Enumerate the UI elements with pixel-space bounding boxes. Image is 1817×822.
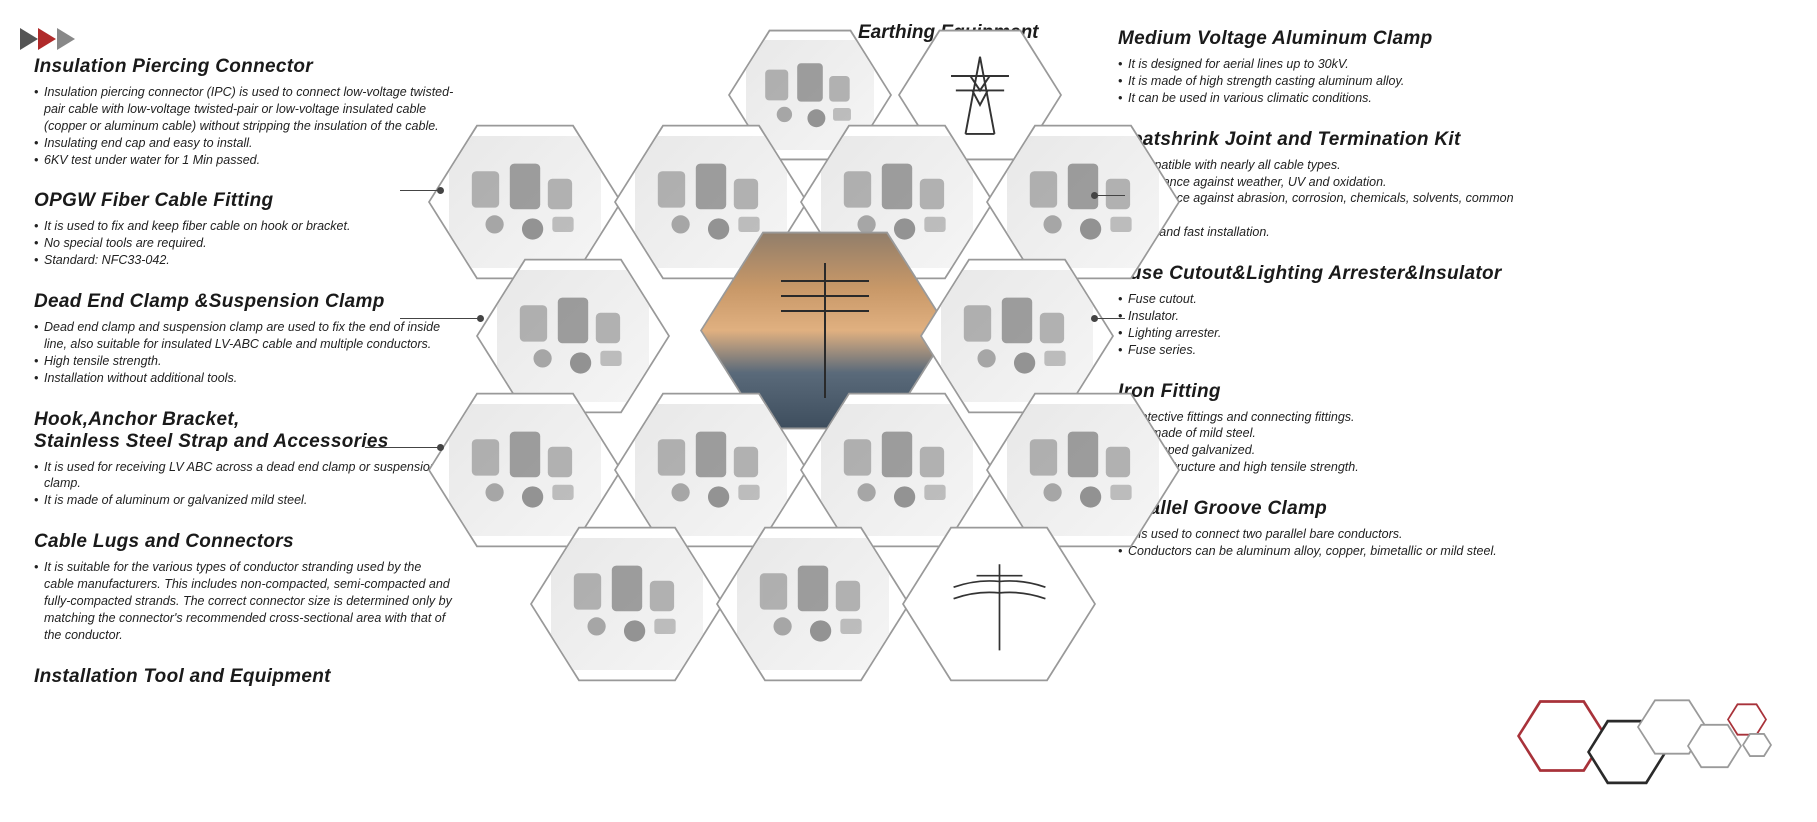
section-title: Installation Tool and Equipment [34,666,454,688]
section-title: Dead End Clamp &Suspension Clamp [34,291,454,313]
bullet: Installation without additional tools. [34,370,454,387]
product-image [821,404,973,535]
bullet: Standard: NFC33-042. [34,252,454,269]
bullet-list: It is used for receiving LV ABC across a… [34,459,454,510]
section-left-2: Dead End Clamp &Suspension Clamp Dead end… [34,291,454,387]
bullet: It is used to connect two parallel bare … [1118,526,1528,543]
bullet-list: It is suitable for the various types of … [34,559,454,643]
bullet: Fuse cutout. [1118,291,1528,308]
lead-line [400,190,440,191]
bullet: Resistance against weather, UV and oxida… [1118,174,1528,191]
bullet: It is used to fix and keep fiber cable o… [34,218,454,235]
section-title: Medium Voltage Aluminum Clamp [1118,28,1528,50]
product-image [497,270,649,401]
bullet: Compatible with nearly all cable types. [1118,157,1528,174]
bullet: It is made of mild steel. [1118,425,1528,442]
section-right-0: Medium Voltage Aluminum Clamp It is desig… [1118,28,1528,107]
bullet: Insulator. [1118,308,1528,325]
bullet: It is made of high strength casting alum… [1118,73,1528,90]
section-left-1: OPGW Fiber Cable Fitting It is used to fi… [34,190,454,269]
bullet: Insulating end cap and easy to install. [34,135,454,152]
section-right-2: Fuse Cutout&Lighting Arrester&Insulator F… [1118,263,1528,359]
left-column: Insulation Piercing Connector Insulation … [34,56,454,710]
product-image [635,404,787,535]
right-column: Medium Voltage Aluminum Clamp It is desig… [1118,28,1528,582]
bullet-list: Fuse cutout.Insulator.Lighting arrester.… [1118,291,1528,359]
bullet: Hot dipped galvanized. [1118,442,1528,459]
bullet: 6KV test under water for 1 Min passed. [34,152,454,169]
decorative-hexes [1517,677,1777,797]
header-arrows [20,28,71,55]
bullet: Lighting arrester. [1118,325,1528,342]
section-right-4: Parallel Groove Clamp It is used to conne… [1118,498,1528,560]
arrow-2 [38,28,56,50]
bullet: Protective fittings and connecting fitti… [1118,409,1528,426]
product-image [941,270,1093,401]
bullet: No special tools are required. [34,235,454,252]
bullet: It is designed for aerial lines up to 30… [1118,56,1528,73]
arrow-1 [20,28,38,50]
lead-line [365,447,440,448]
deco-hex-icon [1742,732,1772,758]
section-left-4: Cable Lugs and Connectors It is suitable … [34,531,454,643]
bullet: High tensile strength. [34,353,454,370]
section-left-0: Insulation Piercing Connector Insulation … [34,56,454,168]
section-left-5: Installation Tool and Equipment [34,666,454,688]
bullet-list: It is designed for aerial lines up to 30… [1118,56,1528,107]
bullet: Insulation piercing connector (IPC) is u… [34,84,454,135]
deco-hex-icon [1517,697,1607,775]
product-image [551,538,703,669]
section-title: Hook,Anchor Bracket,Stainless Steel Stra… [34,409,454,453]
product-image [1007,404,1159,535]
section-right-1: Heatshrink Joint and Termination Kit Comp… [1118,129,1528,241]
section-title: Insulation Piercing Connector [34,56,454,78]
product-image [449,404,601,535]
arrow-3 [57,28,75,50]
pole-icon [933,547,1066,662]
transmission-tower-icon [751,246,899,415]
section-left-3: Hook,Anchor Bracket,Stainless Steel Stra… [34,409,454,510]
section-title: OPGW Fiber Cable Fitting [34,190,454,212]
bullet-list: Protective fittings and connecting fitti… [1118,409,1528,477]
bullet: It is used for receiving LV ABC across a… [34,459,454,493]
bullet: It can be used in various climatic condi… [1118,90,1528,107]
bullet: Fuse series. [1118,342,1528,359]
bullet-list: It is used to fix and keep fiber cable o… [34,218,454,269]
bullet-list: Compatible with nearly all cable types.R… [1118,157,1528,241]
section-title: Iron Fitting [1118,381,1528,403]
bullet: Easy and fast installation. [1118,224,1528,241]
lead-line [400,318,480,319]
bullet-list: Insulation piercing connector (IPC) is u… [34,84,454,168]
section-title: Cable Lugs and Connectors [34,531,454,553]
bullet: Resistance against abrasion, corrosion, … [1118,190,1528,224]
product-image [449,136,601,267]
section-right-3: Iron Fitting Protective fittings and conn… [1118,381,1528,477]
bullet: It is made of aluminum or galvanized mil… [34,492,454,509]
bullet: It is suitable for the various types of … [34,559,454,643]
section-title: Fuse Cutout&Lighting Arrester&Insulator [1118,263,1528,285]
product-image [1007,136,1159,267]
lead-line [1095,195,1125,196]
lead-line [1095,318,1125,319]
section-title: Heatshrink Joint and Termination Kit [1118,129,1528,151]
bullet-list: Dead end clamp and suspension clamp are … [34,319,454,387]
hexagon-grid [420,0,1120,765]
bullet: Stable structure and high tensile streng… [1118,459,1528,476]
section-title: Parallel Groove Clamp [1118,498,1528,520]
bullet-list: It is used to connect two parallel bare … [1118,526,1528,560]
product-image [737,538,889,669]
bullet: Dead end clamp and suspension clamp are … [34,319,454,353]
bullet: Conductors can be aluminum alloy, copper… [1118,543,1528,560]
